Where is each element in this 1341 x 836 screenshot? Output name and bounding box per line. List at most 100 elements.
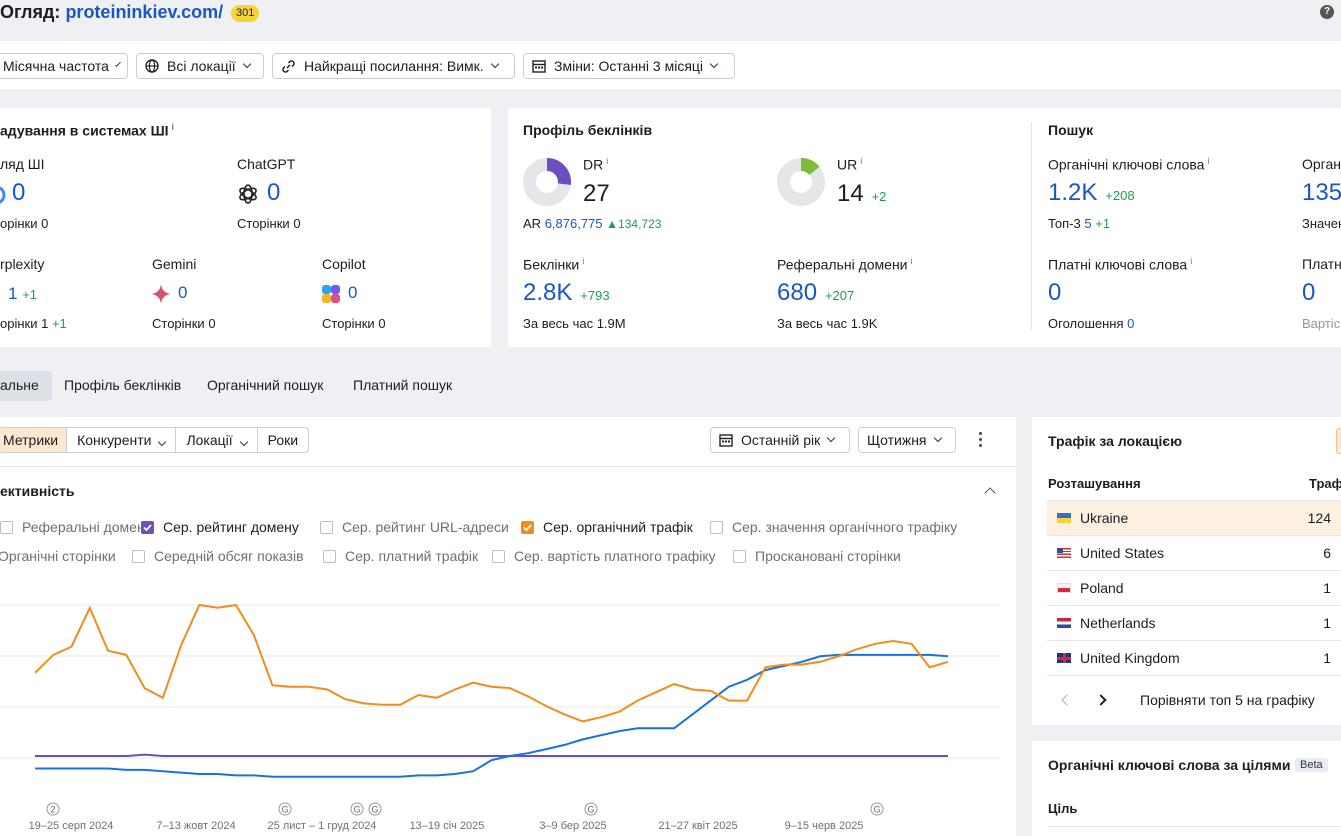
annotation-marker[interactable]: G	[350, 802, 364, 816]
more-options-icon[interactable]	[979, 432, 983, 447]
chevron-down-icon	[239, 437, 248, 447]
collapse-chevron-icon[interactable]	[984, 487, 996, 499]
checkbox-5[interactable]	[710, 521, 723, 534]
tab-locations[interactable]: Локації	[176, 428, 258, 452]
checkbox-3[interactable]	[320, 521, 333, 534]
redirect-badge: 301	[231, 5, 260, 22]
backlinks-value[interactable]: 2.8K +793	[523, 279, 610, 306]
ai-overview-label: ляд ШІ	[0, 156, 45, 172]
checkbox-label-10[interactable]: Проскановані сторінки	[755, 548, 901, 564]
paid-cost-label: Вартіс	[1302, 316, 1341, 331]
organic-value-label: Значен	[1302, 216, 1341, 231]
checkbox-label-5[interactable]: Сер. значення органічного трафіку	[732, 519, 958, 535]
series-line-3	[35, 753, 948, 757]
checkbox-1[interactable]	[0, 521, 13, 534]
tab-years[interactable]: Роки	[267, 432, 299, 448]
chevron-down-icon	[158, 437, 167, 447]
col-goal: Ціль	[1048, 801, 1078, 816]
col-location: Розташування	[1048, 476, 1141, 491]
kw-goals-title: Органічні ключові слова за цілями	[1048, 757, 1291, 773]
organic-keywords-value[interactable]: 1.2K +208	[1048, 179, 1135, 206]
checkbox-label-7[interactable]: Середній обсяг показів	[154, 548, 304, 564]
compare-top5-link[interactable]: Порівняти топ 5 на графіку	[1140, 692, 1315, 708]
best-links-dropdown[interactable]: Найкращі посилання: Вимк.	[272, 53, 515, 79]
tab-paid-search[interactable]: Платний пошук	[353, 377, 453, 393]
organic-traffic-value[interactable]: 135	[1302, 179, 1341, 206]
checkbox-7[interactable]	[132, 550, 145, 563]
chevron-down-icon	[709, 59, 719, 69]
tab-general[interactable]	[0, 371, 52, 401]
annotation-marker[interactable]: G	[278, 802, 292, 816]
checkbox-label-9[interactable]: Сер. вартість платного трафіку	[514, 548, 716, 564]
location-traffic: 6	[1323, 545, 1331, 561]
organic-traffic-label: Орган	[1302, 156, 1341, 172]
checkbox-label-2[interactable]: Сер. рейтинг домену	[163, 519, 299, 535]
location-row[interactable]: Ukraine 124	[1047, 501, 1341, 536]
paid-traffic-value[interactable]: 0	[1302, 279, 1316, 306]
ai-overview-pages: орінки 0	[0, 216, 49, 231]
location-row[interactable]: Poland 1	[1047, 571, 1341, 606]
help-icon[interactable]: ?	[1320, 5, 1334, 19]
checkbox-label-6[interactable]: Органічні сторінки	[0, 548, 116, 564]
ai-overview-value[interactable]: 0	[12, 179, 26, 206]
paid-keywords-label: Платні ключові слова i	[1048, 256, 1193, 273]
dr-label: DR i	[583, 156, 609, 173]
checkbox-4[interactable]	[521, 521, 534, 534]
period-dropdown[interactable]: Останній рік	[710, 427, 850, 453]
chevron-down-icon	[242, 59, 251, 69]
copilot-value[interactable]: 0	[348, 283, 358, 302]
tab-general-label[interactable]: альне	[0, 377, 39, 393]
locations-dropdown[interactable]: Всі локації	[136, 53, 264, 79]
checkbox-10[interactable]	[733, 550, 746, 563]
annotation-marker[interactable]: 2	[46, 802, 60, 816]
annotation-marker[interactable]: G	[584, 802, 598, 816]
interval-dropdown[interactable]: Щотижня	[858, 427, 956, 453]
domain-link[interactable]: proteininkiev.com/	[65, 2, 224, 22]
flag-icon	[1057, 548, 1071, 558]
gemini-value[interactable]: 0	[178, 283, 188, 302]
backlinks-label: Беклінки i	[523, 256, 585, 273]
tab-backlink-profile[interactable]: Профіль беклінків	[64, 377, 182, 393]
checkbox-label-1[interactable]: Реферальні домени	[22, 519, 153, 535]
perplexity-pages: орінки 1 +1	[0, 316, 67, 331]
beta-badge: Beta	[1295, 758, 1328, 772]
col-traffic: Траф	[1309, 476, 1341, 491]
tab-organic-search[interactable]: Органічний пошук	[207, 377, 324, 393]
paid-traffic-label: Платн	[1302, 256, 1341, 272]
tab-metrics[interactable]: Метрики	[0, 428, 68, 452]
period-label: Останній рік	[741, 432, 821, 448]
checkbox-label-3[interactable]: Сер. рейтинг URL-адреси	[342, 519, 509, 535]
series-line-1	[34, 603, 949, 723]
location-row[interactable]: Netherlands 1	[1047, 606, 1341, 641]
paid-keywords-value[interactable]: 0	[1048, 279, 1062, 306]
google-icon	[0, 186, 6, 204]
changes-dropdown[interactable]: Зміни: Останні 3 місяці	[523, 53, 735, 79]
traffic-card-toggle[interactable]	[1336, 428, 1341, 454]
ref-domains-all-time: За весь час 1.9K	[777, 316, 878, 331]
checkbox-9[interactable]	[492, 550, 505, 563]
perplexity-value[interactable]: 1 +1	[8, 284, 38, 303]
copilot-icon	[322, 285, 340, 303]
performance-card: Метрики Конкуренти Локації Роки Останній…	[0, 417, 1016, 836]
perplexity-label: rplexity	[0, 256, 45, 272]
backlinks-all-time: За весь час 1.9M	[523, 316, 626, 331]
location-row[interactable]: United Kingdom 1	[1047, 641, 1341, 676]
calendar-icon	[719, 434, 733, 447]
checkbox-8[interactable]	[323, 550, 336, 563]
location-name: Ukraine	[1080, 510, 1129, 526]
location-row[interactable]: United States 6	[1047, 536, 1341, 571]
ur-donut-chart	[777, 158, 825, 206]
tab-competitors[interactable]: Конкуренти	[67, 428, 177, 452]
link-icon	[282, 59, 295, 73]
flag-icon	[1057, 653, 1071, 663]
chatgpt-label: ChatGPT	[237, 156, 296, 172]
annotation-marker[interactable]: G	[368, 802, 382, 816]
checkbox-2[interactable]	[141, 521, 154, 534]
frequency-dropdown[interactable]: Місячна частота	[0, 53, 128, 79]
chatgpt-pages: Сторінки 0	[237, 216, 301, 231]
chatgpt-value[interactable]: 0	[267, 179, 281, 206]
ref-domains-value[interactable]: 680 +207	[777, 279, 855, 306]
checkbox-label-4[interactable]: Сер. органічний трафік	[543, 519, 693, 535]
checkbox-label-8[interactable]: Сер. платний трафік	[345, 548, 479, 564]
annotation-marker[interactable]: G	[870, 802, 884, 816]
